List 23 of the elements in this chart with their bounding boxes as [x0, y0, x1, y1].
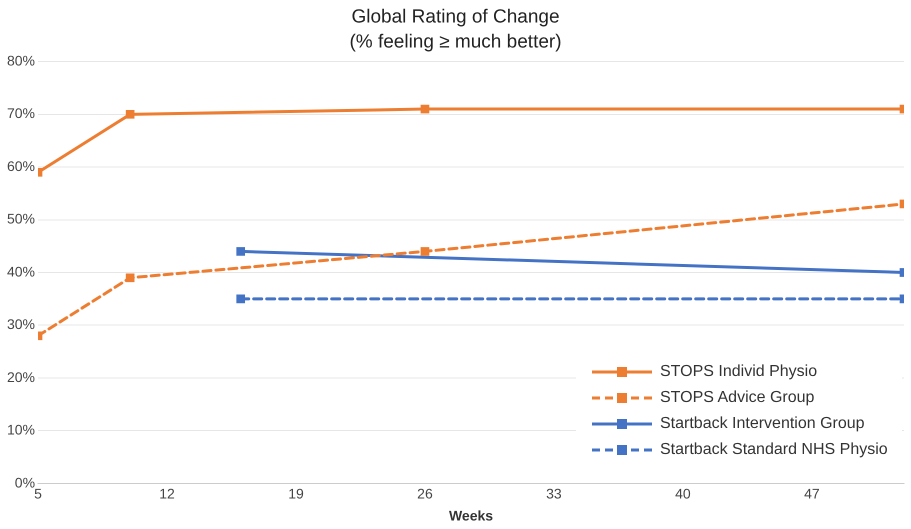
- y-tick-label: 0%: [14, 474, 36, 490]
- legend-label: Startback Standard NHS Physio: [660, 441, 888, 460]
- y-tick-label: 70%: [6, 105, 36, 122]
- legend-label: Startback Intervention Group: [660, 415, 865, 434]
- x-tick-label: 40: [675, 486, 691, 502]
- y-tick-label: 80%: [6, 52, 36, 68]
- legend-label: STOPS Advice Group: [660, 389, 814, 408]
- x-tick-label: 33: [546, 486, 562, 502]
- x-tick-label: 26: [417, 486, 433, 502]
- x-tick-label: 12: [159, 486, 175, 502]
- y-tick-label: 10%: [6, 422, 36, 438]
- x-tick-label: 19: [288, 486, 304, 502]
- chart-title: Global Rating of Change: [351, 6, 560, 28]
- x-tick-label: 47: [804, 486, 820, 502]
- x-tick-label: 5: [34, 486, 42, 502]
- chart-subtitle: (% feeling ≥ much better): [349, 31, 562, 52]
- y-tick-label: 40%: [6, 263, 36, 280]
- x-axis-title: Weeks: [448, 507, 494, 524]
- y-tick-label: 50%: [6, 210, 36, 227]
- y-tick-label: 20%: [6, 368, 36, 385]
- y-tick-label: 30%: [6, 316, 36, 332]
- y-tick-label: 60%: [6, 158, 36, 174]
- legend-label: STOPS Individ Physio: [660, 363, 818, 382]
